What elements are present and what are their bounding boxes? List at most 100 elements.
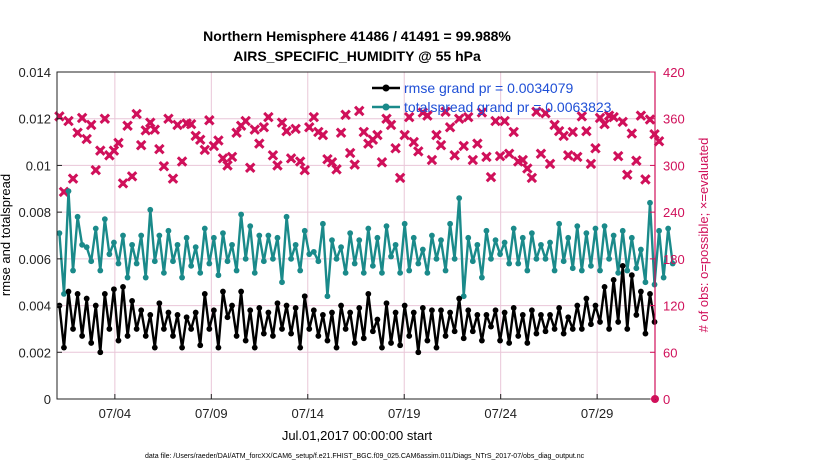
- y-right-tick-label: 420: [663, 65, 685, 80]
- obs-marker-core: [220, 155, 226, 161]
- obs-marker-core: [538, 151, 544, 157]
- totalspread-point: [160, 269, 167, 276]
- totalspread-point: [333, 255, 340, 262]
- y-right-tick-label: 360: [663, 112, 685, 127]
- obs-marker-core: [456, 116, 462, 122]
- totalspread-point: [574, 223, 581, 230]
- obs-evaluated-marker: [272, 160, 283, 171]
- rmse-point: [79, 333, 86, 339]
- obs-evaluated-marker: [249, 124, 261, 135]
- y-axis-right: 0 60 120 180 240 300 360 420: [650, 65, 685, 407]
- rmse-point: [365, 290, 372, 297]
- totalspread-point: [406, 267, 413, 274]
- obs-marker-core: [611, 114, 617, 120]
- obs-marker-core: [165, 116, 171, 122]
- obs-marker-core: [288, 155, 294, 161]
- rmse-point: [538, 312, 544, 318]
- obs-evaluated-marker: [540, 108, 551, 119]
- chart-title-line2: AIRS_SPECIFIC_HUMIDITY @ 55 hPa: [233, 48, 481, 64]
- obs-marker-core: [265, 114, 271, 120]
- obs-evaluated-marker: [304, 122, 315, 133]
- totalspread-point: [174, 241, 181, 248]
- obs-marker-core: [579, 113, 585, 119]
- obs-evaluated-marker: [217, 153, 229, 164]
- rmse-point: [542, 328, 549, 335]
- obs-marker-core: [247, 165, 253, 171]
- rmse-point: [142, 333, 149, 339]
- totalspread-point: [488, 255, 494, 262]
- obs-marker-core: [374, 132, 380, 138]
- obs-evaluated-marker: [81, 133, 92, 145]
- obs-evaluated-marker: [463, 111, 474, 123]
- obs-marker-core: [506, 151, 512, 157]
- y-left-tick-label: 0: [44, 392, 51, 407]
- rmse-point: [556, 305, 563, 311]
- obs-evaluated-marker: [612, 150, 624, 162]
- obs-marker-core: [438, 142, 444, 148]
- totalspread-point: [519, 234, 526, 241]
- obs-evaluated-marker: [517, 154, 529, 166]
- totalspread-point: [447, 220, 453, 227]
- obs-marker-core: [306, 124, 312, 130]
- rmse-point: [647, 290, 653, 297]
- obs-marker-core: [515, 159, 521, 165]
- totalspread-point: [319, 220, 326, 227]
- rmse-line: [58, 264, 656, 354]
- rmse-point: [356, 305, 363, 311]
- obs-evaluated-marker: [535, 148, 547, 160]
- rmse-point: [578, 326, 585, 332]
- obs-evaluated-marker: [617, 116, 628, 128]
- obs-marker-core: [411, 139, 417, 145]
- obs-marker-core: [334, 166, 340, 172]
- x-tick-label: 07/09: [195, 406, 228, 421]
- obs-marker-core: [429, 157, 435, 163]
- obs-marker-core: [479, 109, 485, 115]
- rmse-point: [151, 344, 158, 351]
- obs-marker-core: [343, 112, 349, 118]
- rmse-point: [360, 335, 367, 342]
- rmse-point: [533, 330, 540, 337]
- rmse-point: [415, 349, 422, 356]
- totalspread-point: [637, 246, 644, 253]
- obs-evaluated-marker: [358, 126, 370, 138]
- obs-evaluated-marker: [335, 127, 347, 138]
- obs-evaluated-marker: [467, 154, 479, 166]
- rmse-point: [569, 326, 576, 332]
- rmse-point: [315, 333, 322, 339]
- obs-marker-core: [583, 128, 589, 134]
- rmse-point: [633, 312, 640, 318]
- rmse-point: [319, 312, 326, 318]
- obs-evaluated-marker: [522, 163, 533, 174]
- totalspread-point: [392, 241, 399, 248]
- totalspread-point: [478, 274, 485, 281]
- obs-evaluated-marker: [644, 114, 656, 125]
- rmse-point: [329, 309, 335, 316]
- obs-marker-core: [447, 124, 453, 130]
- rmse-point: [270, 333, 276, 339]
- obs-marker-core: [615, 153, 621, 159]
- rmse-point: [92, 302, 99, 309]
- obs-marker-core: [488, 174, 494, 180]
- rmse-point: [369, 328, 376, 335]
- totalspread-point: [197, 269, 204, 276]
- totalspread-point: [324, 293, 331, 300]
- obs-evaluated-marker: [476, 107, 488, 118]
- rmse-point: [256, 305, 263, 311]
- rmse-point: [174, 312, 181, 318]
- totalspread-point: [615, 269, 622, 276]
- obs-evaluated-marker: [149, 124, 161, 135]
- rmse-point: [519, 312, 526, 318]
- totalspread-point: [297, 267, 304, 274]
- rmse-point: [601, 283, 608, 290]
- obs-marker-core: [406, 114, 412, 120]
- obs-marker-core: [184, 120, 190, 126]
- obs-evaluated-marker: [653, 136, 665, 147]
- obs-marker-core: [624, 172, 630, 178]
- rmse-point: [637, 288, 644, 295]
- obs-evaluated-marker: [503, 148, 515, 160]
- obs-marker-core: [592, 145, 598, 151]
- obs-evaluated-marker: [635, 110, 647, 121]
- rmse-point: [406, 333, 413, 339]
- rmse-point: [597, 319, 603, 325]
- rmse-point: [274, 300, 281, 307]
